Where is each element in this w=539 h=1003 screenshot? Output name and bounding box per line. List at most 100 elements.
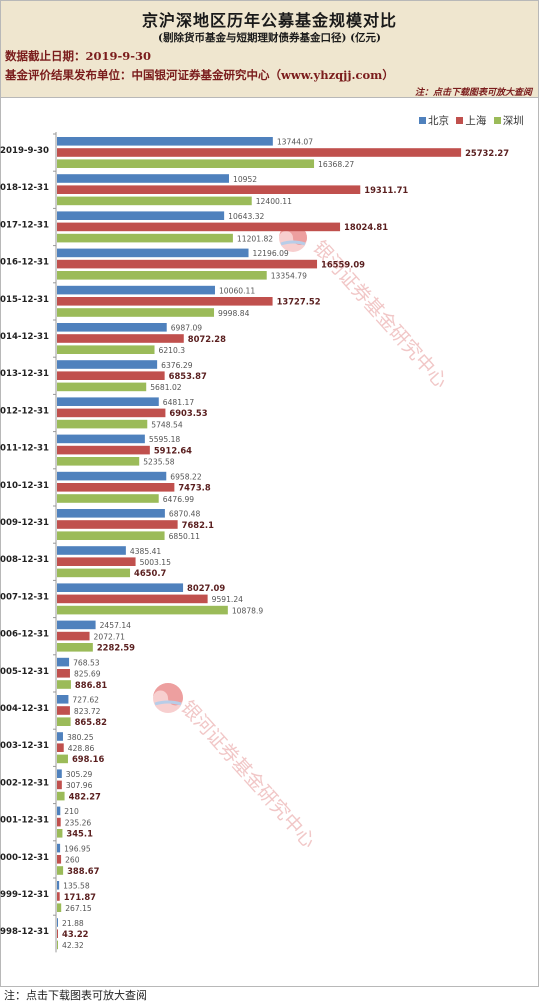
data-label-shanghai: 7682.1	[182, 520, 214, 530]
bar-shenzhen	[57, 866, 64, 875]
data-label-shenzhen: 42.32	[62, 941, 84, 950]
data-label-beijing: 135.58	[63, 882, 90, 891]
data-label-shanghai: 13727.52	[277, 297, 321, 307]
bar-beijing	[57, 843, 61, 853]
category-tick-label: 2007-12-31	[0, 592, 49, 602]
category-tick-label: 2002-12-31	[0, 778, 49, 788]
category-tick-label: 2006-12-31	[0, 630, 49, 640]
bar-shanghai	[57, 371, 165, 380]
bar-beijing	[57, 285, 215, 295]
category-tick-label: 2001-12-31	[0, 816, 49, 826]
data-label-shanghai: 825.69	[74, 670, 101, 679]
bar-shanghai	[57, 929, 58, 938]
category-tick-label: 2017-12-31	[0, 220, 49, 230]
data-label-beijing: 10643.32	[228, 212, 264, 221]
data-label-beijing: 5595.18	[149, 435, 181, 444]
data-label-beijing: 768.53	[73, 658, 100, 667]
bar-shanghai	[57, 631, 90, 641]
data-label-shenzhen: 865.82	[75, 717, 107, 727]
data-label-shenzhen: 6850.11	[169, 532, 201, 541]
legend-item-beijing: 北京	[419, 113, 449, 128]
legend-swatch-shanghai	[456, 117, 464, 124]
bar-shenzhen	[57, 419, 148, 429]
bar-shanghai	[57, 408, 166, 418]
bar-beijing	[57, 546, 126, 555]
bar-shenzhen	[57, 940, 58, 950]
category-tick-label: 2018-12-31	[0, 183, 49, 193]
bar-beijing	[57, 137, 273, 146]
data-label-shenzhen: 10878.9	[232, 606, 264, 615]
bar-shenzhen	[57, 196, 252, 206]
bar-shenzhen	[57, 605, 228, 615]
bar-shanghai	[57, 259, 318, 269]
data-label-shenzhen: 388.67	[67, 866, 99, 876]
bar-beijing	[57, 360, 158, 369]
bar-shanghai	[57, 148, 462, 157]
data-label-shanghai: 5003.15	[140, 558, 172, 567]
bar-shanghai	[57, 892, 60, 901]
data-label-shenzhen: 482.27	[69, 791, 101, 801]
category-tick-label: 2014-12-31	[0, 332, 49, 342]
bar-beijing	[57, 211, 225, 220]
bar-shanghai	[57, 445, 150, 455]
data-label-shanghai: 6903.53	[169, 408, 207, 418]
data-label-shanghai: 18024.81	[344, 222, 388, 232]
data-label-shenzhen: 4650.7	[134, 568, 166, 578]
bar-beijing	[57, 397, 159, 406]
legend-swatch-beijing	[419, 117, 426, 124]
data-label-shanghai: 16559.09	[321, 259, 365, 269]
bar-shenzhen	[57, 494, 159, 503]
category-tick-label: 2009-12-31	[0, 518, 49, 528]
data-label-shanghai: 235.26	[65, 818, 92, 827]
header-note: 注：点击下载图表可放大查阅	[414, 88, 532, 98]
bar-shenzhen	[57, 382, 147, 392]
bar-beijing	[57, 174, 229, 183]
bar-shanghai	[57, 780, 62, 790]
data-label-shenzhen: 2282.59	[97, 643, 135, 653]
bar-beijing	[57, 732, 63, 741]
data-label-shenzhen: 6210.3	[159, 346, 186, 355]
data-label-beijing: 6870.48	[169, 510, 201, 519]
data-label-shanghai: 19311.71	[364, 185, 408, 195]
data-label-shanghai: 823.72	[74, 707, 101, 716]
category-tick-label: 2010-12-31	[0, 481, 49, 491]
data-label-shanghai: 5912.64	[154, 445, 192, 455]
data-date-line: 数据截止日期：2019-9-30	[5, 49, 152, 63]
data-label-beijing: 6376.29	[161, 361, 193, 370]
chart-title: 京沪深地区历年公募基金规模对比	[141, 11, 397, 30]
data-label-beijing: 10060.11	[219, 286, 255, 295]
data-label-beijing: 196.95	[64, 844, 91, 853]
bar-shanghai	[57, 594, 208, 604]
bar-beijing	[57, 248, 249, 258]
data-label-beijing: 380.25	[67, 733, 94, 742]
bar-shanghai	[57, 706, 70, 715]
legend-swatch-shenzhen	[493, 117, 501, 124]
bar-shenzhen	[57, 457, 140, 466]
bar-shenzhen	[57, 829, 63, 838]
legend-label-shenzhen: 深圳	[502, 115, 524, 127]
bar-shenzhen	[57, 345, 155, 354]
bar-shenzhen	[57, 791, 65, 801]
bar-beijing	[57, 620, 96, 630]
data-label-beijing: 727.62	[72, 696, 99, 705]
legend-label-shanghai: 上海	[465, 115, 487, 127]
bar-beijing	[57, 509, 165, 518]
bar-beijing	[57, 769, 62, 778]
data-label-shanghai: 9591.24	[212, 595, 244, 604]
chart-header: 京沪深地区历年公募基金规模对比 (剔除货币基金与短期理财债券基金口径) (亿元)…	[1, 1, 538, 98]
bar-shenzhen	[57, 531, 165, 540]
bar-shenzhen	[57, 233, 233, 243]
data-label-beijing: 10952	[233, 175, 257, 184]
data-label-beijing: 210	[64, 807, 79, 816]
bar-beijing	[57, 657, 70, 667]
category-tick-label: 2005-12-31	[0, 667, 49, 677]
bar-shanghai	[57, 483, 175, 492]
data-label-beijing: 4385.41	[130, 547, 162, 556]
bar-shanghai	[57, 222, 341, 232]
category-tick-label: 2011-12-31	[0, 444, 49, 454]
bar-shenzhen	[57, 903, 62, 912]
data-label-shenzhen: 698.16	[72, 754, 104, 764]
